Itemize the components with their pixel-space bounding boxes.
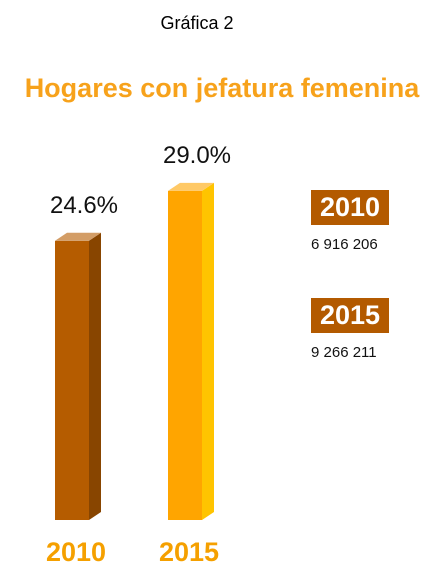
legend-label: 2015 <box>320 300 380 330</box>
chart-subtitle: Gráfica 2 <box>160 13 233 33</box>
value-label: 29.0% <box>163 142 231 169</box>
bar-side <box>89 232 101 521</box>
legend-box <box>311 298 389 333</box>
legend-box <box>311 190 389 225</box>
bar <box>55 240 89 521</box>
bar <box>168 190 202 520</box>
legend-total: 6 916 206 <box>311 236 378 253</box>
bar-top <box>168 182 214 191</box>
chart-title: Hogares con jefatura femenina <box>25 73 421 103</box>
bar-top <box>55 232 101 241</box>
bar-side <box>202 182 214 520</box>
x-tick-label: 2010 <box>46 537 106 567</box>
legend-total: 9 266 211 <box>311 344 377 361</box>
x-tick-label: 2015 <box>159 537 219 567</box>
legend-label: 2010 <box>320 192 380 222</box>
value-label: 24.6% <box>50 192 118 219</box>
